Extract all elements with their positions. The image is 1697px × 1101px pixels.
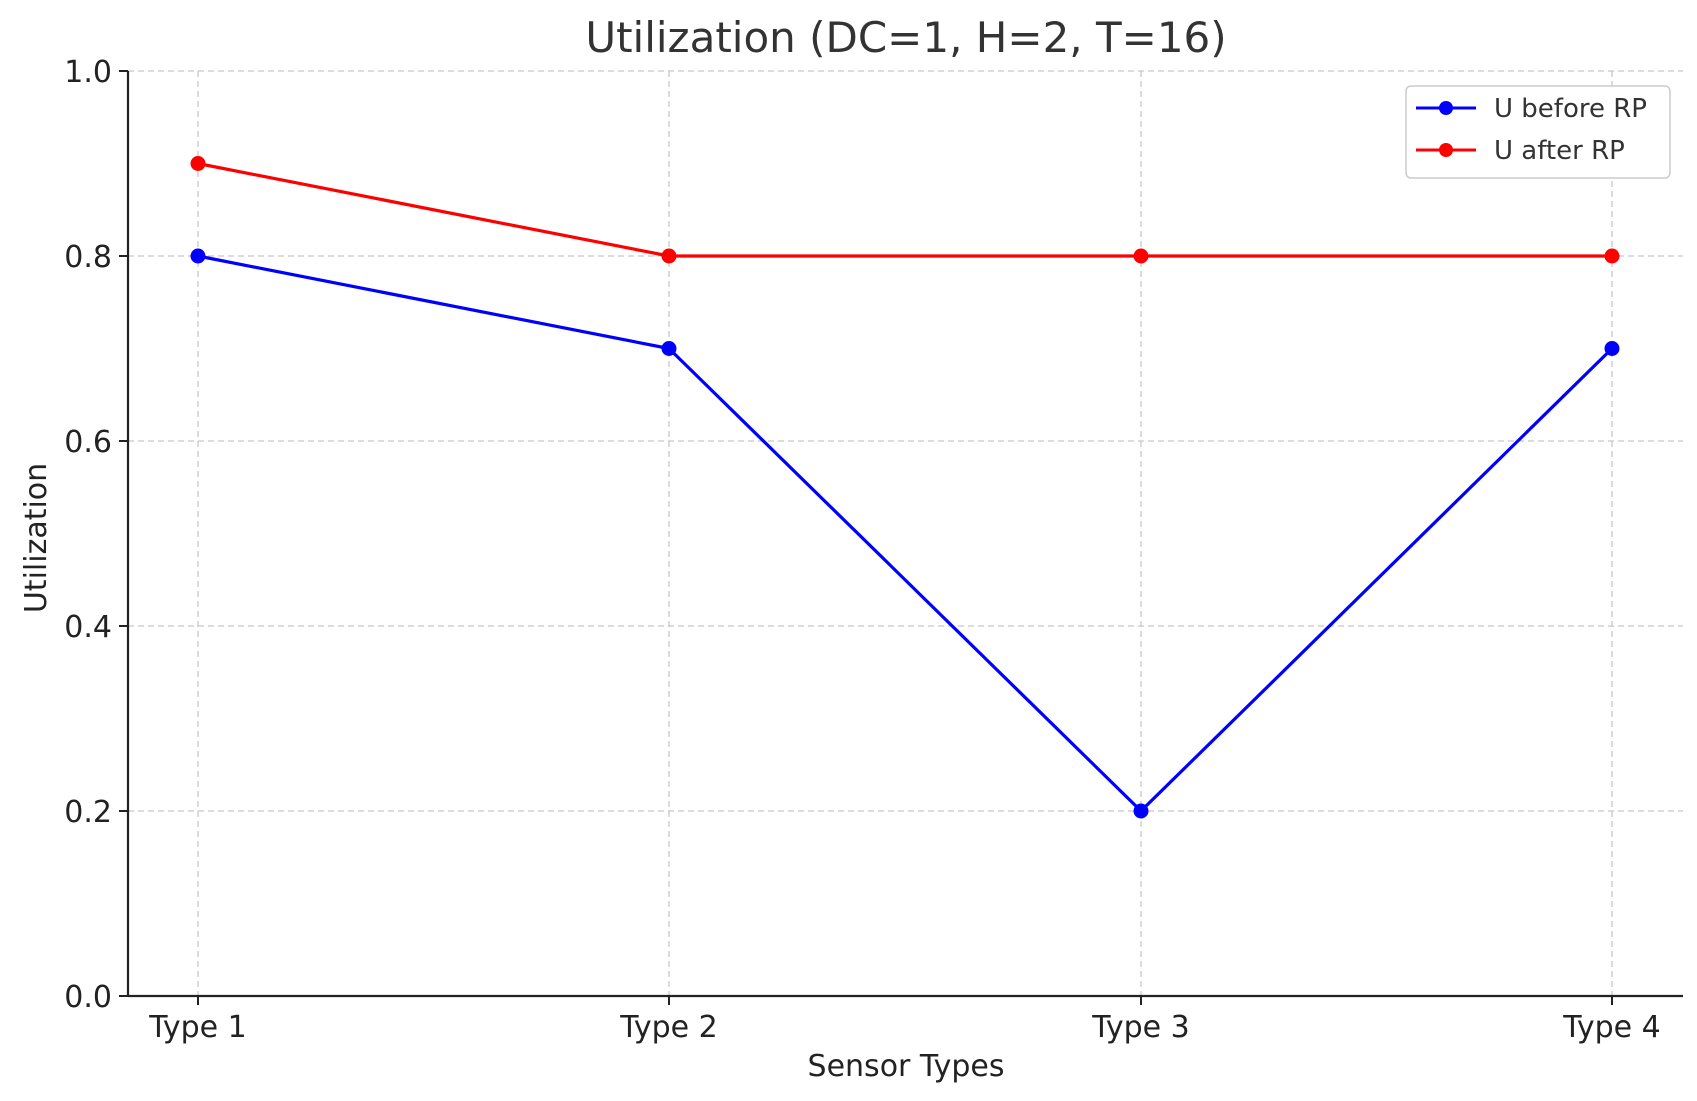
legend-entry-before: U before RP <box>1416 94 1647 124</box>
x-tick-label: Type 4 <box>1562 1010 1661 1045</box>
x-tick-label: Type 3 <box>1091 1010 1190 1045</box>
data-point-after <box>1604 248 1620 264</box>
x-tick-label: Type 1 <box>148 1010 247 1045</box>
legend-label-before: U before RP <box>1494 94 1647 124</box>
chart-title: Utilization (DC=1, H=2, T=16) <box>585 13 1226 62</box>
y-tick-label: 0.0 <box>64 980 112 1015</box>
series-line-after <box>197 161 1612 258</box>
y-tick-label: 0.4 <box>64 610 112 645</box>
series-before <box>190 248 1620 819</box>
series-after <box>190 156 1620 264</box>
legend-label-after: U after RP <box>1494 136 1625 166</box>
series-layer <box>190 156 1620 819</box>
legend-marker-before <box>1439 101 1453 115</box>
legend-entry-after: U after RP <box>1416 136 1625 166</box>
grid-layer <box>128 70 1683 996</box>
data-point-after <box>190 156 206 171</box>
tick-layer: 0.0 0.2 0.4 0.6 0.8 1.0 Type 1 Type 2 Type 3 Type… <box>64 55 1660 1045</box>
x-axis-label: Sensor Types <box>808 1049 1005 1084</box>
y-axis-label: Utilization <box>19 463 54 613</box>
data-point-before <box>661 341 677 356</box>
y-tick-label: 0.8 <box>64 240 112 275</box>
data-point-after <box>661 248 677 264</box>
series-line-before <box>197 254 1614 813</box>
x-tick-label: Type 2 <box>619 1010 718 1045</box>
y-tick-label: 0.2 <box>64 795 112 830</box>
y-tick-label: 0.6 <box>64 425 112 460</box>
legend: U before RP U after RP <box>1405 85 1671 179</box>
data-point-before <box>1133 803 1149 819</box>
axes-layer <box>126 71 1683 998</box>
data-point-after <box>1133 248 1149 264</box>
data-point-before <box>190 248 206 264</box>
y-tick-label: 1.0 <box>64 55 112 90</box>
data-point-before <box>1604 341 1620 356</box>
legend-marker-after <box>1439 143 1453 157</box>
